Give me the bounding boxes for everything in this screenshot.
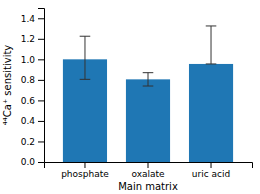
error-bar-cap-lower [80,79,91,80]
y-tick-label: 0.8 [21,75,36,85]
y-tick-label: 0.0 [21,157,36,167]
y-tick-mark [38,39,44,40]
y-tick-mark [38,59,44,60]
y-tick-label: 0.6 [21,96,36,106]
y-tick: 0.2 [21,137,44,147]
bar [126,79,170,162]
x-axis-title: Main matrix [118,181,178,192]
x-tick-label: oxalate [131,169,165,179]
y-tick-mark [38,141,44,142]
x-axis: phosphate oxalate uric acid [45,162,253,179]
y-tick-mark [38,100,44,101]
error-bar-cap-upper [143,72,154,73]
y-tick-label: 1.0 [21,55,36,65]
y-axis: 0.0 0.2 0.4 0.6 0.8 1.0 1.2 1.4 [21,9,45,168]
x-tick: uric acid [192,162,230,179]
plot-area: 0.0 0.2 0.4 0.6 0.8 1.0 1.2 1.4 phosphate oxalate… [21,9,253,180]
y-axis-title: ⁴⁴Ca⁺ sensitivity [2,45,13,126]
y-tick: 1.4 [21,14,44,24]
bar [189,64,233,162]
error-bar-cap-lower [143,86,154,87]
error-bar-cap-lower [206,63,217,64]
y-tick-label: 0.2 [21,137,35,147]
y-axis-line [38,9,45,163]
x-tick-mark [148,162,149,168]
marks [63,26,233,162]
error-bar [143,73,154,86]
y-tick: 0.6 [21,96,44,106]
y-tick: 0.4 [21,116,44,126]
y-tick: 0.8 [21,75,44,85]
x-axis-line [45,163,253,169]
y-tick-mark [38,162,44,163]
y-tick-mark [38,18,44,19]
error-bar [206,26,217,64]
y-tick: 1.2 [21,34,44,44]
x-tick-label: phosphate [61,169,109,179]
error-bar-cap-upper [206,25,217,26]
y-tick-label: 0.4 [21,116,36,126]
y-tick-label: 1.2 [21,34,35,44]
error-bar-cap-upper [80,36,91,37]
y-tick: 0.0 [21,157,44,167]
error-bar-stem [148,73,149,86]
x-tick-mark [211,162,212,168]
x-tick: phosphate [61,162,109,179]
y-tick-mark [38,80,44,81]
y-tick-mark [38,121,44,122]
error-bar-stem [211,26,212,64]
error-bar-stem [84,36,85,79]
error-bar [80,36,91,79]
x-tick: oxalate [131,162,165,179]
y-tick: 1.0 [21,55,44,65]
x-tick-label: uric acid [192,169,230,179]
y-tick-label: 1.4 [21,14,36,24]
chart: 0.0 0.2 0.4 0.6 0.8 1.0 1.2 1.4 phosphate oxalate… [0,0,260,194]
x-tick-mark [84,162,85,168]
